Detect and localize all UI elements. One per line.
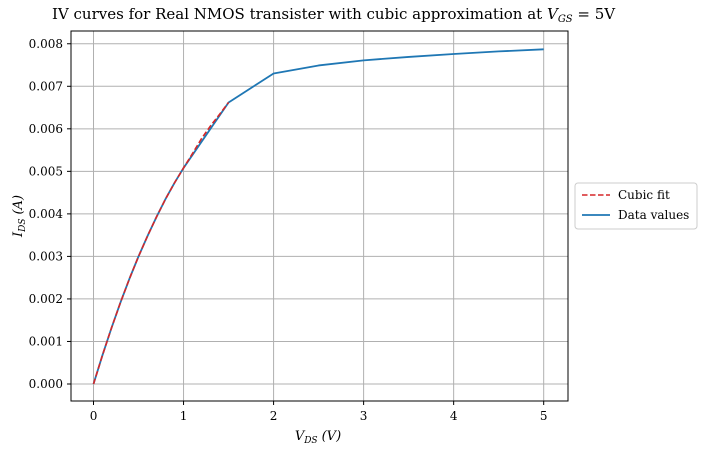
y-tick-label: 0.008 [29, 37, 63, 51]
chart-title-main: IV curves for Real NMOS transister with … [52, 5, 547, 23]
series-line-cubic-fit [92, 101, 230, 385]
legend: Cubic fit Data values [574, 182, 698, 230]
y-axis-label-var: I [11, 231, 26, 238]
y-tick-label: 0.001 [29, 334, 63, 348]
y-tick-label: 0.002 [29, 292, 63, 306]
plot-frame [70, 30, 569, 402]
x-axis-label-unit: (V) [322, 429, 342, 444]
x-axis-label-sub: DS [303, 436, 317, 446]
plot-background [71, 31, 568, 401]
x-tick-label: 5 [540, 409, 548, 423]
y-tick-label: 0.007 [29, 79, 63, 93]
y-tick-label: 0.006 [29, 122, 63, 136]
grid-lines [71, 31, 568, 401]
y-tick-label: 0.004 [29, 207, 64, 221]
y-tick-label: 0.003 [29, 249, 63, 263]
chart-title-math-tail: = 5V [573, 5, 617, 23]
x-axis-ticks: 0 1 2 3 4 5 [90, 401, 548, 423]
y-axis-label-unit: (A) [11, 195, 26, 215]
x-tick-label: 3 [360, 409, 368, 423]
y-tick-label: 0.000 [29, 377, 63, 391]
y-tick-label: 0.005 [29, 164, 63, 178]
legend-box [574, 182, 698, 230]
x-axis-label-var: V [295, 429, 306, 444]
legend-label-cubic-fit: Cubic fit [618, 188, 670, 202]
series-layer [92, 48, 544, 385]
x-axis-label: VDS (V) [295, 429, 341, 446]
chart-title-math-var: V [547, 5, 560, 23]
y-axis-ticks: 0.000 0.001 0.002 0.003 0.004 0.005 0.006 0.007… [29, 37, 71, 391]
chart-title: IV curves for Real NMOS transister with … [52, 5, 616, 25]
chart-title-math-sub: GS [558, 14, 573, 25]
y-axis-label: IDS (A) [11, 195, 28, 238]
y-axis-label-sub: DS [18, 219, 28, 233]
x-tick-label: 4 [450, 409, 458, 423]
x-tick-label: 0 [90, 409, 98, 423]
x-tick-label: 1 [180, 409, 188, 423]
x-tick-label: 2 [270, 409, 278, 423]
legend-label-data-values: Data values [618, 208, 689, 222]
